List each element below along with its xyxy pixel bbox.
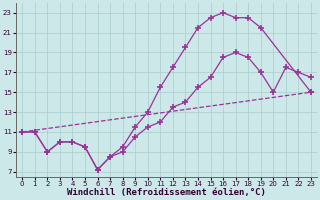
X-axis label: Windchill (Refroidissement éolien,°C): Windchill (Refroidissement éolien,°C) [67,188,266,197]
